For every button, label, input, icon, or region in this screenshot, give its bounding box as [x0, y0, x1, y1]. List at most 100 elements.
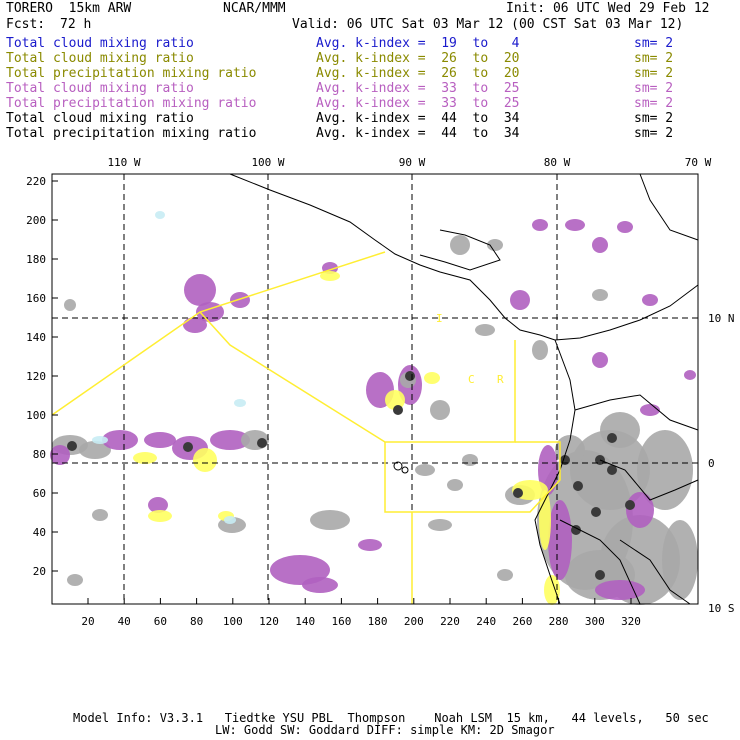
cloud-blob [592, 289, 608, 301]
y-tick-label: 200 [26, 214, 46, 227]
x-tick-label: 320 [621, 615, 641, 628]
longitude-label: 110 W [107, 156, 140, 169]
cloud-blob [148, 497, 168, 513]
legend-smoothing: sm= 2 [634, 36, 674, 51]
axis-ticks-layer: 110 W 100 W 90 W 80 W 70 W 10 N 0 10 S 220 200 180… [26, 156, 734, 628]
cloud-blob [155, 211, 165, 219]
cloud-blob [358, 539, 382, 551]
cloud-blob [92, 436, 108, 444]
domain-boxes-layer: C R I [51, 251, 561, 604]
legend-field: Total precipitation mixing ratio [6, 66, 257, 81]
coastline [554, 284, 699, 341]
legend-kindex: Avg. k-index = 26 to 20 [316, 51, 520, 66]
legend-kindex: Avg. k-index = 44 to 34 [316, 111, 520, 126]
cloud-blob [626, 492, 654, 528]
physics-info: LW: Godd SW: Goddard DIFF: simple KM: 2D… [215, 723, 555, 737]
cloud-blob [538, 445, 558, 495]
coastline [559, 519, 641, 605]
cloud-blob [475, 324, 495, 336]
cloud-blob [50, 445, 70, 465]
cloud-blob [210, 430, 250, 450]
x-tick-label: 300 [585, 615, 605, 628]
cloud-blob [662, 520, 698, 600]
x-tick-label: 200 [404, 615, 424, 628]
model-title: TORERO 15km ARW [6, 1, 132, 16]
x-tick-label: 80 [190, 615, 203, 628]
legend-smoothing: sm= 2 [634, 66, 674, 81]
cloud-blob [144, 432, 176, 448]
legend-smoothing: sm= 2 [634, 81, 674, 96]
cloud-blob [302, 577, 338, 593]
y-tick-label: 120 [26, 370, 46, 383]
cloud-blob [234, 399, 246, 407]
dense-cloud-core [405, 371, 415, 381]
cloud-blob [640, 404, 660, 416]
coastline [619, 539, 691, 605]
cloud-blob [310, 510, 350, 530]
x-tick-label: 120 [259, 615, 279, 628]
coastline [534, 339, 576, 605]
latitude-label: 0 [708, 457, 715, 470]
longitude-label: 90 W [399, 156, 426, 169]
x-tick-label: 140 [295, 615, 315, 628]
cloud-blob [424, 372, 440, 384]
cloud-blob [532, 340, 548, 360]
domain-boundary [384, 441, 561, 513]
dense-cloud-core [573, 481, 583, 491]
cloud-blob [510, 290, 530, 310]
model-info: Model Info: V3.3.1 Tiedtke YSU PBL Thomp… [73, 711, 709, 725]
legend-field: Total cloud mixing ratio [6, 36, 194, 51]
cloud-blob [184, 274, 216, 306]
longitude-label: 80 W [544, 156, 571, 169]
dense-cloud-core [393, 405, 403, 415]
cloud-blob [320, 271, 340, 281]
cloud-blob [642, 294, 658, 306]
legend-smoothing: sm= 2 [634, 51, 674, 66]
cloud-blob [415, 464, 435, 476]
region-label: C [468, 373, 475, 386]
dense-cloud-core [571, 525, 581, 535]
y-tick-label: 20 [33, 565, 46, 578]
cloud-blob [600, 412, 640, 448]
x-tick-label: 260 [512, 615, 532, 628]
cloud-blob [548, 500, 572, 580]
cloud-blob [102, 430, 138, 450]
coastline [639, 173, 699, 241]
x-tick-label: 60 [154, 615, 167, 628]
cloud-blob [183, 317, 207, 333]
cloud-blob [148, 510, 172, 522]
x-tick-label: 280 [549, 615, 569, 628]
longitude-label: 100 W [251, 156, 284, 169]
dense-cloud-core [625, 500, 635, 510]
dense-cloud-core [67, 441, 77, 451]
forecast-label: Fcst: [6, 17, 46, 32]
coastline [419, 229, 501, 271]
legend-kindex: Avg. k-index = 33 to 25 [316, 81, 520, 96]
x-tick-label: 100 [223, 615, 243, 628]
galapagos-island [401, 466, 409, 474]
y-tick-label: 220 [26, 175, 46, 188]
cloud-blob [385, 390, 405, 410]
region-label: I [436, 312, 443, 325]
legend-kindex: Avg. k-index = 26 to 20 [316, 66, 520, 81]
legend-field: Total cloud mixing ratio [6, 111, 194, 126]
cloud-blob [230, 292, 250, 308]
dense-cloud-core [607, 433, 617, 443]
x-tick-label: 220 [440, 615, 460, 628]
cloud-blob [532, 219, 548, 231]
cloud-blob [92, 509, 108, 521]
x-tick-label: 180 [368, 615, 388, 628]
y-tick-label: 40 [33, 526, 46, 539]
cloud-blob [637, 430, 693, 510]
grid-layer [52, 174, 698, 604]
cloud-blob [462, 454, 478, 466]
coastline [229, 173, 556, 341]
cloud-blob [67, 574, 83, 586]
galapagos-island [393, 461, 403, 471]
y-tick-label: 160 [26, 292, 46, 305]
dense-cloud-core [513, 488, 523, 498]
y-tick-label: 100 [26, 409, 46, 422]
legend-field: Total precipitation mixing ratio [6, 96, 257, 111]
organization-label: NCAR/MMM [223, 1, 286, 16]
